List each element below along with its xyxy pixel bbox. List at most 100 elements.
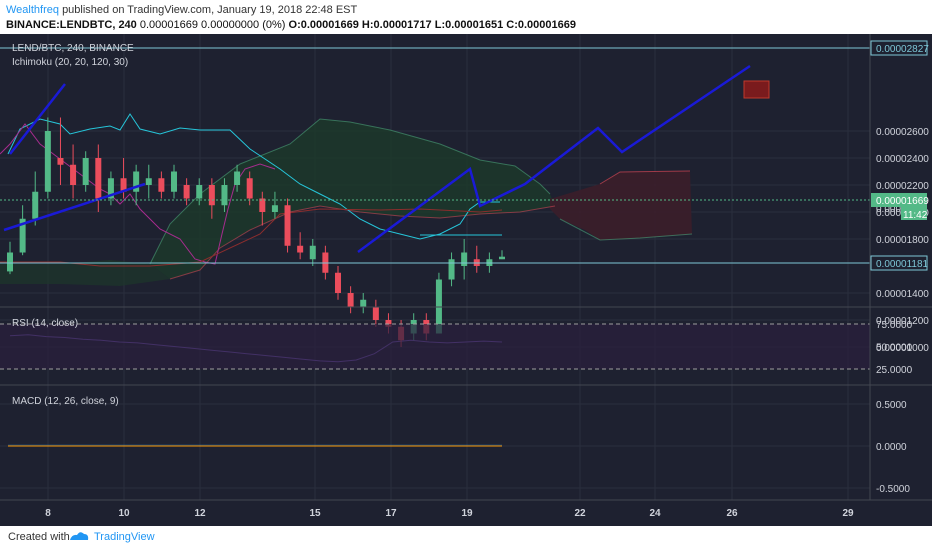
candle-body bbox=[309, 245, 316, 260]
candle-body bbox=[259, 198, 266, 212]
price-tick-label: 0.00001400 bbox=[876, 289, 929, 300]
cloud-bearish bbox=[550, 171, 692, 240]
created-with: Created with bbox=[8, 531, 70, 543]
trend-line-upper bbox=[9, 83, 66, 155]
badge-bottom bbox=[870, 255, 928, 271]
cloud-bullish bbox=[150, 119, 555, 279]
highlight-box bbox=[743, 80, 770, 99]
rsi-band bbox=[0, 324, 870, 369]
macd-tick-label: -0.5000 bbox=[876, 484, 910, 495]
rsi-tick-label: 50.0000 bbox=[876, 343, 913, 354]
candle-body bbox=[284, 205, 291, 246]
candle-body bbox=[234, 171, 241, 185]
time-tick-label: 19 bbox=[461, 508, 473, 519]
time-tick-label: 26 bbox=[726, 508, 738, 519]
time-tick-label: 22 bbox=[574, 508, 586, 519]
ohlc-line: BINANCE:LENDBTC, 240 0.00001669 0.000000… bbox=[6, 19, 576, 31]
candle-body bbox=[499, 256, 505, 260]
time-tick-label: 29 bbox=[842, 508, 854, 519]
macd-tick-label: 0.0000 bbox=[876, 442, 907, 453]
rsi-tick-label: 75.0000 bbox=[876, 320, 913, 331]
price-tick-label: 0.00002200 bbox=[876, 181, 929, 192]
time-tick-label: 10 bbox=[118, 508, 130, 519]
candle-body bbox=[208, 185, 215, 206]
rsi-title: RSI (14, close) bbox=[12, 318, 78, 329]
candle-body bbox=[385, 320, 392, 327]
trend-line-left bbox=[3, 182, 146, 232]
ichimoku-cloud bbox=[0, 118, 693, 286]
candle-body bbox=[347, 293, 354, 307]
badge-current-text: 0.00001669 bbox=[876, 196, 929, 207]
cloud-bullish-edge bbox=[559, 218, 693, 241]
price-tick-label: 0.00001000 bbox=[876, 343, 929, 354]
footer: Created with TradingView bbox=[0, 526, 932, 550]
price-tick-label: 0.00002600 bbox=[876, 127, 929, 138]
candle-body bbox=[57, 158, 64, 165]
badge-bottom-text: 0.00001181 bbox=[876, 259, 929, 270]
author-link[interactable]: Wealthfreq bbox=[6, 4, 59, 16]
price-tick-label: 0.00001800 bbox=[876, 235, 929, 246]
candle-body bbox=[107, 178, 114, 199]
badge-time-text: 11:42 bbox=[903, 210, 928, 221]
axes: 0.000026000.000024000.000022000.00002000… bbox=[0, 34, 932, 519]
candle-body bbox=[19, 218, 26, 253]
main-title: LEND/BTC, 240, BINANCE bbox=[12, 43, 134, 54]
time-tick-label: 17 bbox=[385, 508, 397, 519]
candle-body bbox=[158, 178, 165, 192]
candle-body bbox=[271, 205, 278, 212]
rsi-tick-label: 25.0000 bbox=[876, 365, 913, 376]
time-tick-label: 8 bbox=[45, 508, 51, 519]
candle-body bbox=[7, 252, 13, 272]
last-price: 0.00001669 bbox=[139, 19, 198, 31]
cloud-bullish-left bbox=[0, 260, 170, 286]
candle-body bbox=[246, 178, 253, 199]
candle-body bbox=[196, 185, 203, 199]
chart-area[interactable]: 0.000026000.000024000.000022000.00002000… bbox=[0, 34, 932, 526]
candle-body bbox=[360, 299, 367, 307]
price-tick-label: 0.00001200 bbox=[876, 316, 929, 327]
price-tick-label: 0.00002400 bbox=[876, 154, 929, 165]
candle-body bbox=[448, 259, 455, 280]
chart-header: Wealthfreq published on TradingView.com,… bbox=[0, 0, 932, 34]
tenkan-line bbox=[7, 113, 500, 240]
badge-time bbox=[901, 207, 927, 220]
candle-body bbox=[82, 158, 89, 185]
candle-body bbox=[95, 158, 102, 199]
candle-body bbox=[171, 171, 177, 192]
cloud-bearish-edge bbox=[599, 170, 691, 185]
tradingview-logo-icon bbox=[70, 532, 89, 540]
candle-body bbox=[335, 272, 341, 293]
candle-body bbox=[221, 185, 228, 206]
price-tick-label: 0.0000 bbox=[876, 204, 907, 215]
candle-body bbox=[133, 171, 140, 192]
candle-body bbox=[44, 131, 51, 192]
price-change: 0.00000000 (0%) bbox=[201, 19, 286, 31]
kijun-line bbox=[0, 208, 503, 267]
badge-top bbox=[870, 40, 928, 56]
candle-body bbox=[461, 252, 468, 266]
low-value: L:0.00001651 bbox=[434, 19, 504, 31]
candle-body bbox=[297, 245, 304, 253]
time-tick-label: 15 bbox=[309, 508, 321, 519]
badge-top-text: 0.00002827 bbox=[876, 44, 929, 55]
candle-body bbox=[120, 178, 127, 192]
projection-path bbox=[357, 64, 751, 254]
chart-svg[interactable]: 0.000026000.000024000.000022000.00002000… bbox=[0, 34, 932, 526]
publish-info: published on TradingView.com, January 19… bbox=[62, 4, 358, 16]
candle-body bbox=[372, 306, 379, 320]
tradingview-brand[interactable]: TradingView bbox=[94, 531, 155, 543]
indicator-title: Ichimoku (20, 20, 120, 30) bbox=[12, 57, 128, 68]
candle-body bbox=[145, 178, 152, 185]
close-value: C:0.00001669 bbox=[506, 19, 577, 31]
time-tick-label: 12 bbox=[194, 508, 206, 519]
macd-title: MACD (12, 26, close, 9) bbox=[12, 396, 119, 407]
badge-current bbox=[871, 193, 927, 207]
candle-body bbox=[70, 164, 77, 185]
candle-body bbox=[32, 191, 39, 219]
overlays bbox=[0, 47, 870, 370]
symbol-label: BINANCE:LENDBTC, 240 bbox=[6, 19, 137, 31]
high-value: H:0.00001717 bbox=[361, 19, 432, 31]
publish-line: Wealthfreq published on TradingView.com,… bbox=[6, 4, 357, 16]
macd-tick-label: 0.5000 bbox=[876, 400, 907, 411]
time-tick-label: 24 bbox=[649, 508, 661, 519]
